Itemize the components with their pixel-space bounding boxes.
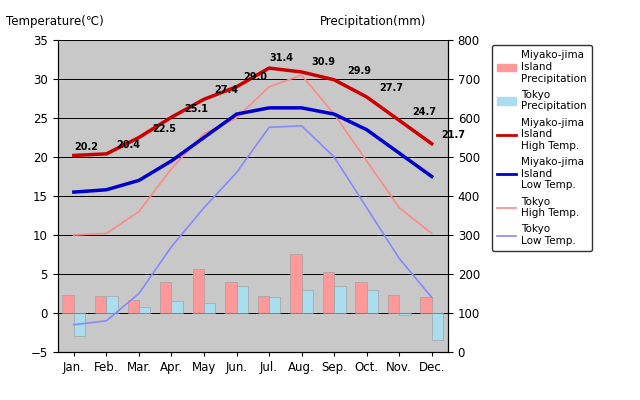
Text: Temperature(℃): Temperature(℃) bbox=[6, 15, 104, 28]
Text: Precipitation(mm): Precipitation(mm) bbox=[320, 15, 426, 28]
Text: 20.4: 20.4 bbox=[116, 140, 140, 150]
Text: 27.7: 27.7 bbox=[380, 84, 404, 94]
Bar bbox=[139, 307, 150, 313]
Text: 22.5: 22.5 bbox=[152, 124, 176, 134]
Text: 24.7: 24.7 bbox=[412, 107, 436, 117]
Text: 20.2: 20.2 bbox=[74, 142, 98, 152]
Bar bbox=[269, 298, 280, 313]
Text: 25.1: 25.1 bbox=[184, 104, 209, 114]
Text: 21.7: 21.7 bbox=[442, 130, 465, 140]
Bar bbox=[106, 296, 118, 313]
Bar bbox=[74, 313, 85, 336]
Bar bbox=[301, 290, 313, 313]
Bar bbox=[204, 303, 216, 313]
Bar bbox=[323, 272, 334, 313]
Bar bbox=[420, 298, 432, 313]
Bar bbox=[193, 269, 204, 313]
Bar bbox=[225, 282, 237, 313]
Text: 29.9: 29.9 bbox=[347, 66, 371, 76]
Legend: Miyako-jima
Island
Precipitation, Tokyo
Precipitation, Miyako-jima
Island
High T: Miyako-jima Island Precipitation, Tokyo … bbox=[492, 45, 592, 251]
Bar bbox=[388, 295, 399, 313]
Bar bbox=[258, 296, 269, 313]
Bar bbox=[237, 286, 248, 313]
Bar bbox=[399, 313, 411, 315]
Bar bbox=[432, 313, 443, 340]
Text: 30.9: 30.9 bbox=[311, 57, 335, 67]
Bar bbox=[334, 286, 346, 313]
Text: 31.4: 31.4 bbox=[269, 53, 293, 63]
Bar bbox=[172, 301, 183, 313]
Bar bbox=[95, 296, 106, 313]
Bar bbox=[160, 282, 172, 313]
Bar bbox=[355, 282, 367, 313]
Text: 27.4: 27.4 bbox=[214, 85, 238, 95]
Bar bbox=[127, 300, 139, 313]
Bar bbox=[290, 254, 301, 313]
Text: 29.0: 29.0 bbox=[243, 72, 267, 82]
Bar bbox=[63, 295, 74, 313]
Bar bbox=[367, 290, 378, 313]
